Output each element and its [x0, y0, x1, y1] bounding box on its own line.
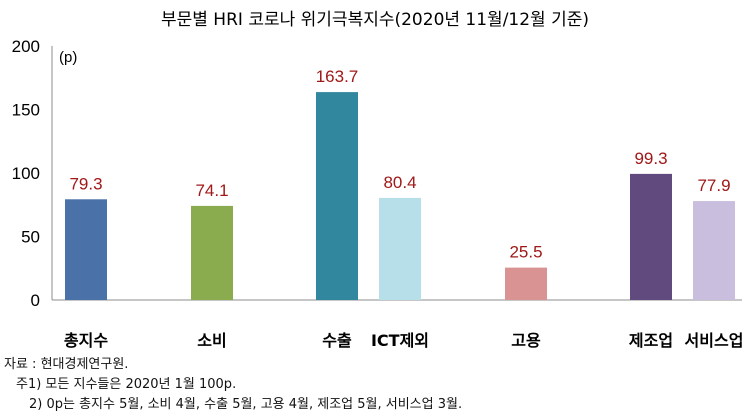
- y-tick-label: 200: [12, 37, 40, 56]
- chart-title: 부문별 HRI 코로나 위기극복지수(2020년 11월/12월 기준): [161, 10, 589, 30]
- data-label: 79.3: [69, 174, 102, 193]
- y-tick-label: 150: [12, 101, 40, 120]
- data-label: 25.5: [509, 243, 542, 262]
- data-label: 77.9: [697, 176, 730, 195]
- y-unit-label: (p): [59, 49, 77, 66]
- category-label: 서비스업: [685, 331, 744, 350]
- bar: [505, 267, 547, 300]
- bar: [316, 92, 358, 300]
- bar: [379, 197, 421, 300]
- y-tick-label: 0: [31, 291, 40, 310]
- category-label: 제조업: [629, 331, 673, 350]
- bar: [630, 173, 672, 300]
- footnote-1: 주1) 모든 지수들은 2020년 1월 100p.: [16, 377, 237, 392]
- bars: [65, 92, 735, 300]
- category-labels: 총지수 소비 수출 ICT제외 고용 제조업 서비스업: [64, 331, 744, 350]
- data-label: 74.1: [195, 181, 228, 200]
- category-label: 소비: [197, 331, 226, 350]
- category-label: 수출: [322, 331, 352, 350]
- value-labels: 79.3 74.1 163.7 80.4 25.5 99.3 77.9: [69, 67, 730, 262]
- category-label: 고용: [511, 331, 541, 350]
- category-label: ICT제외: [371, 331, 429, 350]
- data-label: 163.7: [316, 67, 359, 86]
- bar: [693, 201, 735, 300]
- footnote-2: 2) 0p는 총지수 5월, 소비 4월, 수출 5월, 고용 4월, 제조업 …: [29, 397, 463, 412]
- y-tick-label: 50: [21, 228, 40, 247]
- bar: [65, 199, 107, 300]
- data-label: 80.4: [383, 173, 416, 192]
- source-note: 자료 : 현대경제연구원.: [4, 357, 129, 372]
- y-tick-label: 100: [12, 164, 40, 183]
- chart-notes: 자료 : 현대경제연구원. 주1) 모든 지수들은 2020년 1월 100p.…: [0, 355, 750, 415]
- chart-canvas: 부문별 HRI 코로나 위기극복지수(2020년 11월/12월 기준) (p)…: [12, 10, 744, 350]
- y-tick-labels: 0 50 100 150 200: [12, 37, 40, 310]
- data-label: 99.3: [634, 149, 667, 168]
- bar: [191, 205, 233, 300]
- category-label: 총지수: [64, 331, 108, 350]
